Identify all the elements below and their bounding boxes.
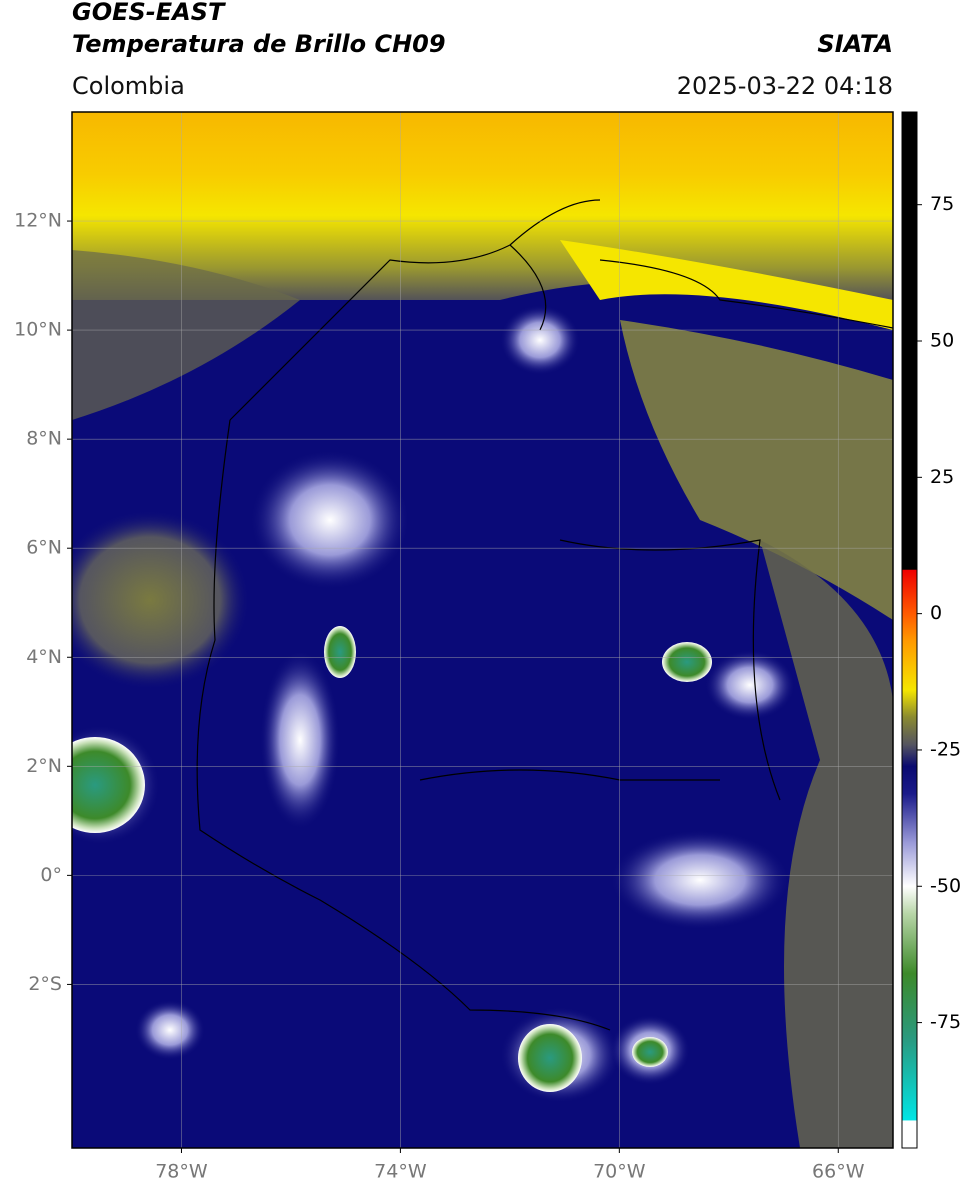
colorbar — [901, 111, 918, 1149]
map-frame — [71, 111, 894, 1149]
x-tick-label: 78°W — [155, 1161, 208, 1183]
title: GOES-EAST — [72, 0, 226, 26]
subtitle: Temperatura de Brillo CH09 — [72, 30, 446, 58]
colorbar-tick-label: 50 — [930, 330, 954, 352]
y-tick-label: 4°N — [26, 646, 62, 668]
colorbar-tick-label: 75 — [930, 193, 954, 215]
colorbar-tick-label: -75 — [930, 1011, 961, 1033]
y-tick-label: 6°N — [26, 537, 62, 559]
x-tick-label: 70°W — [593, 1161, 646, 1183]
y-tick-label: 2°S — [28, 973, 62, 995]
datetime: 2025-03-22 04:18 — [677, 72, 893, 100]
y-tick-label: 12°N — [14, 210, 62, 232]
y-tick-label: 8°N — [26, 428, 62, 450]
x-tick-label: 66°W — [812, 1161, 865, 1183]
colorbar-tick-label: -25 — [930, 738, 961, 760]
colorbar-tick-label: 0 — [930, 602, 942, 624]
graticule — [72, 112, 893, 1148]
source: SIATA — [817, 30, 893, 58]
colorbar-tick-label: -50 — [930, 875, 961, 897]
colorbar-tick-label: 25 — [930, 466, 954, 488]
y-tick-label: 10°N — [14, 319, 62, 341]
satellite-image — [72, 112, 893, 1148]
x-tick-label: 74°W — [374, 1161, 427, 1183]
y-tick-label: 2°N — [26, 755, 62, 777]
region: Colombia — [72, 72, 185, 100]
y-tick-label: 0° — [40, 864, 62, 886]
